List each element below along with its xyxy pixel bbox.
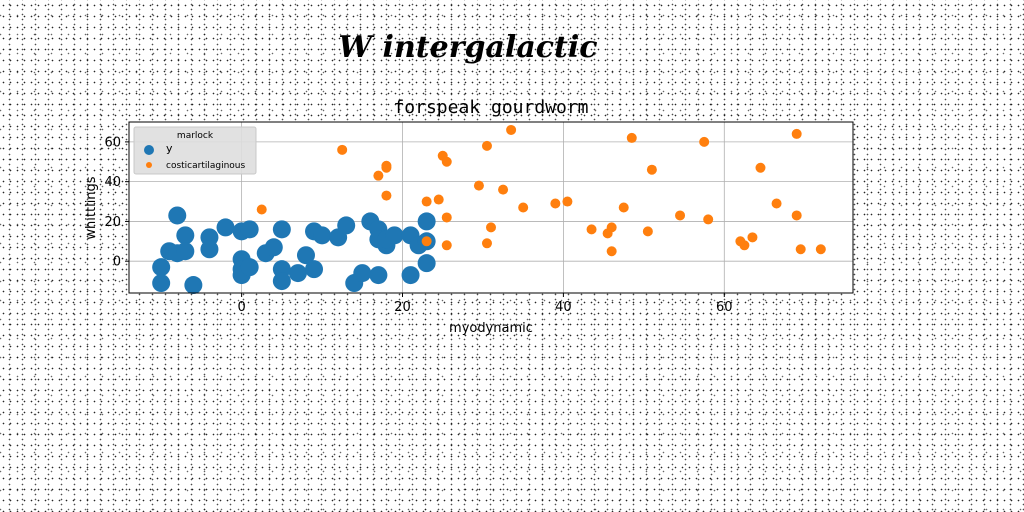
y-axis-label: whittlings [84, 176, 99, 239]
point-s1-16 [486, 222, 496, 233]
point-s1-34 [739, 240, 750, 251]
point-s1-40 [795, 244, 806, 255]
x-axis-label: myodynamic [449, 321, 533, 336]
point-s0-16 [240, 258, 259, 277]
point-s1-18 [506, 124, 517, 135]
point-s1-26 [618, 202, 629, 213]
point-s0-22 [288, 264, 307, 283]
point-s0-23 [296, 246, 315, 265]
point-s1-11 [441, 212, 452, 223]
point-s0-6 [176, 242, 195, 261]
point-s1-15 [481, 238, 492, 249]
point-s1-28 [642, 226, 653, 237]
series-1 [256, 124, 826, 257]
point-s0-43 [417, 254, 436, 273]
legend-label-costicartilaginous: costicartilaginous [166, 161, 246, 171]
point-s0-1 [152, 274, 171, 293]
legend-marker-costicartilaginous [146, 162, 152, 168]
point-s1-25 [606, 222, 617, 233]
point-s0-18 [264, 238, 283, 257]
point-s1-21 [562, 196, 573, 207]
point-s1-37 [771, 198, 782, 209]
legend-box [133, 126, 257, 175]
x-tick-label-1: 20 [394, 300, 411, 315]
point-s0-39 [401, 266, 420, 285]
point-s0-25 [305, 260, 324, 279]
point-s1-10 [441, 156, 452, 167]
chart-title: forspeak gourdworm [393, 97, 588, 118]
point-s1-7 [421, 236, 432, 247]
y-tick-label-1: 20 [104, 215, 121, 230]
x-tick-label-3: 60 [716, 300, 733, 315]
point-s1-31 [699, 136, 710, 147]
point-s0-10 [216, 218, 235, 237]
x-tick-label-2: 40 [555, 300, 572, 315]
point-s1-8 [433, 194, 444, 205]
point-s1-12 [441, 240, 452, 251]
point-s1-38 [791, 210, 802, 221]
point-s1-6 [421, 196, 432, 207]
point-s0-3 [168, 206, 187, 225]
legend-marker-y [144, 145, 154, 155]
point-s1-4 [381, 162, 392, 173]
point-s1-20 [550, 198, 561, 209]
point-s0-30 [353, 264, 372, 283]
axis-ticks: 0 20 40 60 0 20 40 60 [104, 135, 732, 315]
point-s1-29 [646, 164, 657, 175]
point-s0-26 [313, 226, 332, 245]
point-s0-7 [184, 276, 203, 295]
point-s1-14 [481, 140, 492, 151]
point-s0-19 [272, 220, 291, 239]
y-tick-label-3: 60 [104, 135, 121, 150]
series-0 [152, 206, 436, 295]
point-s0-9 [200, 240, 219, 259]
point-s0-33 [369, 266, 388, 285]
legend-title: marlock [177, 131, 214, 141]
point-s1-17 [498, 184, 509, 195]
point-s0-41 [417, 212, 436, 231]
point-s0-0 [152, 258, 171, 277]
point-s0-15 [240, 220, 259, 239]
point-s1-36 [755, 162, 766, 173]
point-s1-19 [518, 202, 529, 213]
y-tick-label-0: 0 [113, 255, 121, 270]
point-s0-37 [385, 226, 404, 245]
point-s1-13 [473, 180, 484, 191]
point-s1-32 [703, 214, 714, 225]
point-s1-27 [626, 132, 637, 143]
point-s1-5 [381, 190, 392, 201]
y-tick-label-2: 40 [104, 175, 121, 190]
point-s1-2 [373, 170, 384, 181]
point-s0-21 [272, 272, 291, 291]
point-s1-35 [747, 232, 758, 243]
point-s1-24 [606, 246, 617, 257]
point-s1-39 [791, 128, 802, 139]
x-tick-label-0: 0 [237, 300, 245, 315]
legend-label-y: y [166, 142, 173, 155]
figure-suptitle: W intergalactic [338, 30, 598, 65]
series-layer [152, 124, 826, 295]
legend: marlock y costicartilaginous [133, 126, 257, 175]
point-s1-22 [586, 224, 597, 235]
point-s1-30 [675, 210, 686, 221]
point-s0-5 [176, 226, 195, 245]
point-s1-1 [337, 144, 348, 155]
point-s0-28 [337, 216, 356, 235]
plot-frame [128, 121, 854, 294]
point-s1-0 [256, 204, 267, 215]
point-s1-41 [815, 244, 826, 255]
